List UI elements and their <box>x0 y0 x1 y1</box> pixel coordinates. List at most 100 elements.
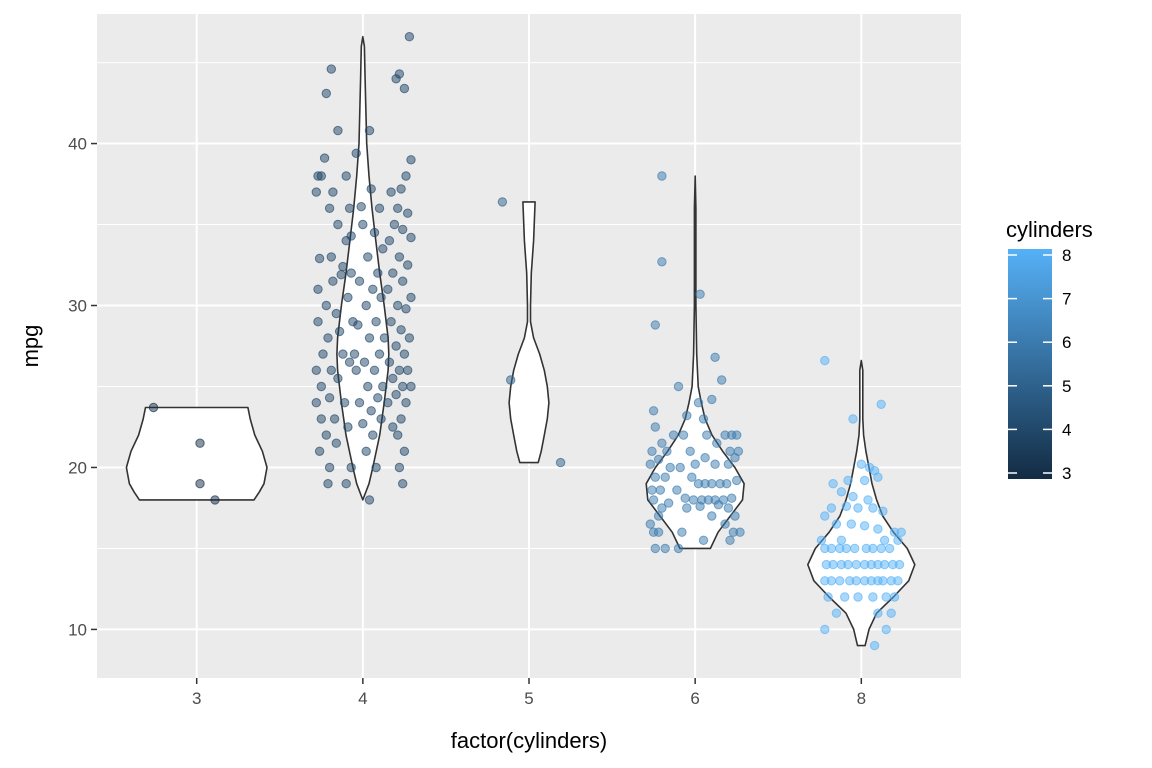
data-point <box>321 430 331 440</box>
data-point <box>313 171 323 181</box>
data-point <box>816 535 827 545</box>
data-points <box>148 32 906 651</box>
data-point <box>653 454 664 465</box>
data-point <box>893 576 903 586</box>
data-point <box>663 498 674 508</box>
data-point <box>662 446 672 456</box>
data-point <box>717 375 727 385</box>
y-tick-label: 10 <box>68 620 87 639</box>
data-point <box>878 506 888 516</box>
data-point <box>655 485 665 495</box>
data-point <box>723 503 734 513</box>
data-point <box>826 503 837 513</box>
data-point <box>660 472 670 482</box>
data-point <box>371 462 381 473</box>
violin-3 <box>125 406 268 501</box>
axes: 10 20 30 40 3 4 5 6 8 <box>68 135 866 708</box>
data-point <box>884 543 895 554</box>
data-point <box>318 349 328 359</box>
data-point <box>406 232 416 243</box>
data-point <box>391 341 401 351</box>
data-point <box>831 608 842 618</box>
data-point <box>876 399 886 409</box>
data-point <box>859 475 870 486</box>
data-point <box>823 592 833 602</box>
data-point <box>391 389 401 400</box>
legend-tick-label: 8 <box>1062 246 1071 265</box>
data-point <box>394 365 405 375</box>
data-point <box>406 381 416 392</box>
data-point <box>698 535 709 545</box>
data-point <box>394 69 405 79</box>
x-axis-title: factor(cylinders) <box>451 728 607 753</box>
data-point <box>650 543 660 554</box>
data-point <box>339 398 350 408</box>
data-point <box>361 300 371 311</box>
data-point <box>321 300 331 311</box>
data-point <box>316 381 326 392</box>
data-point <box>727 493 737 503</box>
data-point <box>836 487 847 497</box>
data-point <box>378 381 388 392</box>
data-point <box>730 453 740 463</box>
violins <box>125 35 916 647</box>
data-point <box>396 184 406 194</box>
data-point <box>878 576 888 586</box>
data-point <box>210 495 220 505</box>
data-point <box>398 381 408 392</box>
data-point <box>394 462 405 473</box>
data-point <box>690 459 700 469</box>
data-point <box>356 202 366 212</box>
color-legend: cylinders 3 4 5 6 7 8 <box>1006 217 1093 483</box>
data-point <box>853 592 863 602</box>
data-point <box>343 422 353 432</box>
data-point <box>336 270 346 280</box>
legend-tick-label: 6 <box>1062 333 1071 352</box>
data-point <box>364 333 375 343</box>
data-point <box>326 365 336 375</box>
data-point <box>369 365 380 375</box>
data-point <box>389 219 400 230</box>
data-point <box>331 308 341 319</box>
data-point <box>657 438 667 448</box>
data-point <box>313 317 323 327</box>
data-point <box>702 430 712 440</box>
data-point <box>859 521 870 531</box>
data-point <box>326 252 336 262</box>
data-point <box>366 184 376 194</box>
data-point <box>366 406 376 416</box>
data-point <box>851 559 861 570</box>
data-point <box>346 268 356 278</box>
data-point <box>363 252 373 262</box>
data-point <box>682 503 692 513</box>
data-point <box>383 284 393 294</box>
data-point <box>863 495 873 505</box>
data-point <box>647 446 657 456</box>
data-point <box>673 543 684 554</box>
data-point <box>383 398 393 408</box>
data-point <box>868 543 878 554</box>
data-point <box>343 292 353 303</box>
x-tick-label: 3 <box>192 689 201 708</box>
data-point <box>323 333 333 343</box>
data-point <box>324 203 335 214</box>
data-point <box>879 559 890 570</box>
data-point <box>349 349 360 359</box>
data-point <box>896 527 906 537</box>
data-point <box>650 320 660 330</box>
data-point <box>374 349 385 359</box>
data-point <box>346 462 356 473</box>
data-point <box>316 414 326 424</box>
data-point <box>364 125 375 136</box>
data-point <box>868 503 878 513</box>
data-point <box>820 511 830 521</box>
data-point <box>363 381 373 392</box>
data-point <box>338 261 348 272</box>
data-point <box>881 592 891 602</box>
data-point <box>853 503 863 513</box>
data-point <box>386 187 396 197</box>
data-point <box>732 475 742 486</box>
data-point <box>848 414 858 424</box>
x-tick-label: 4 <box>358 689 367 708</box>
data-point <box>881 624 891 635</box>
